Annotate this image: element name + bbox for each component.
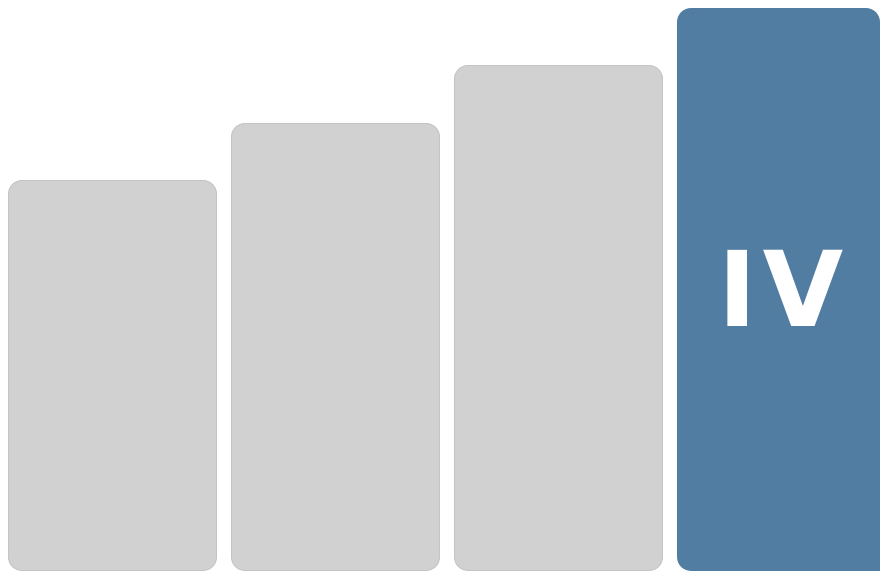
step-4-block-active: IV [677, 8, 880, 571]
step-4-label: IV [717, 228, 850, 351]
step-3-block [454, 65, 663, 571]
step-1-block [8, 180, 217, 571]
step-2-block [231, 123, 440, 571]
